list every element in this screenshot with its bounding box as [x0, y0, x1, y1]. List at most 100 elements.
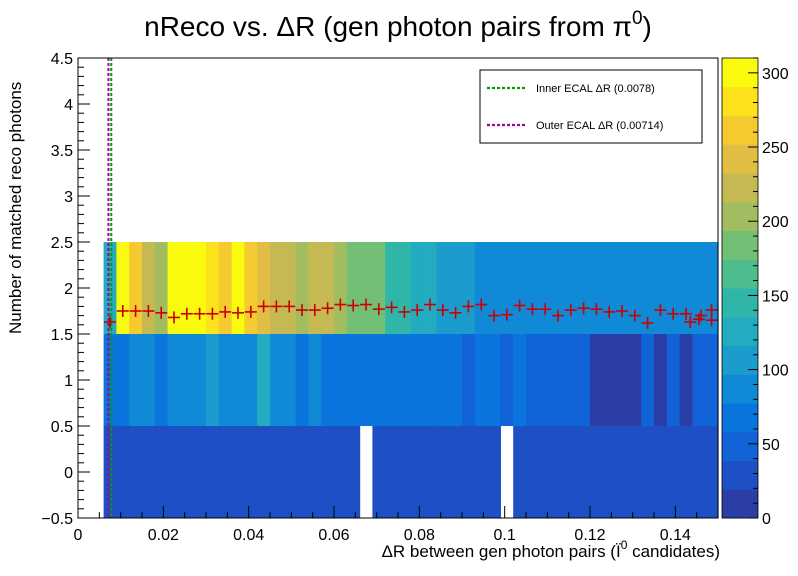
heatmap-cell	[590, 242, 604, 334]
heatmap-cell	[564, 334, 578, 426]
heatmap-cell	[538, 426, 553, 518]
y-tick-label: 3.5	[51, 143, 73, 160]
heatmap-cell	[206, 242, 220, 334]
heatmap-cell	[142, 334, 156, 426]
heatmap-cell	[206, 334, 220, 426]
heatmap-cell	[474, 426, 489, 518]
heatmap-cell	[654, 334, 668, 426]
y-tick-label: 0	[64, 465, 73, 482]
heatmap-cell	[116, 242, 130, 334]
heatmap-cell	[577, 242, 591, 334]
heatmap-cell	[449, 426, 463, 518]
legend: Inner ECAL ΔR (0.0078) Outer ECAL ΔR (0.…	[479, 69, 703, 144]
heatmap-cell	[206, 426, 220, 518]
heatmap-cell	[359, 242, 373, 334]
heatmap-cells	[103, 242, 719, 518]
color-scale-swatch	[722, 431, 758, 461]
heatmap-cell	[167, 242, 181, 334]
x-tick-label: 0.06	[318, 527, 349, 544]
y-tick-label: −0.5	[41, 511, 73, 528]
heatmap-cell	[129, 334, 143, 426]
heatmap-cell	[628, 334, 642, 426]
heatmap-cell	[679, 242, 693, 334]
legend-label-outer: Outer ECAL ΔR (0.00714)	[536, 120, 663, 132]
heatmap-cell	[423, 242, 437, 334]
heatmap-cell	[346, 426, 361, 518]
color-scale-bar	[721, 57, 759, 519]
heatmap-cell	[257, 426, 271, 518]
heatmap-cell	[282, 426, 297, 518]
x-tick-label: 0	[74, 527, 83, 544]
heatmap-cell	[577, 426, 591, 518]
heatmap-cell	[410, 242, 425, 334]
heatmap-cell	[641, 334, 655, 426]
color-scale-swatch	[722, 259, 758, 289]
heatmap-cell	[270, 242, 284, 334]
heatmap-cell	[628, 426, 642, 518]
heatmap-cell	[372, 334, 386, 426]
heatmap-cell	[513, 426, 527, 518]
heatmap-cell	[692, 242, 706, 334]
heatmap-cell	[295, 426, 309, 518]
heatmap-cell	[436, 334, 450, 426]
x-tick-label: 0.12	[574, 527, 605, 544]
heatmap-cell	[244, 242, 258, 334]
heatmap-cell	[551, 242, 565, 334]
z-tick-label: 250	[762, 140, 789, 157]
heatmap-cell	[654, 426, 668, 518]
heatmap-cell	[231, 334, 245, 426]
heatmap-cell	[346, 334, 361, 426]
x-axis: 0 0.02 0.04 0.06 0.08 0.1 0.12 0.14	[74, 506, 719, 544]
heatmap-cell	[116, 334, 130, 426]
heatmap-cell	[666, 334, 681, 426]
heatmap-cell	[270, 426, 284, 518]
heatmap-cell	[526, 334, 540, 426]
y-tick-label: 2	[64, 281, 73, 298]
heatmap-cell	[449, 242, 463, 334]
heatmap-cell	[270, 334, 284, 426]
heatmap-cell	[449, 334, 463, 426]
x-tick-label: 0.1	[494, 527, 516, 544]
heatmap-cell	[129, 426, 143, 518]
heatmap-cell	[500, 242, 514, 334]
color-scale-frame	[721, 57, 759, 519]
y-tick-label: 4.5	[51, 51, 73, 68]
heatmap-cell	[385, 334, 399, 426]
heatmap-cell	[257, 242, 271, 334]
z-tick-label: 50	[762, 437, 780, 454]
heatmap-cell	[398, 242, 412, 334]
heatmap-cell	[551, 426, 565, 518]
heatmap-cell	[372, 426, 386, 518]
chart-title: nReco vs. ΔR (gen photon pairs from π0)	[144, 8, 652, 42]
profile-markers	[104, 298, 718, 329]
heatmap-cell	[526, 242, 540, 334]
heatmap-cell	[590, 334, 604, 426]
heatmap-cell	[282, 334, 297, 426]
heatmap-cell	[487, 334, 501, 426]
color-scale-swatch	[722, 86, 758, 116]
heatmap-cell	[590, 426, 604, 518]
heatmap-cell	[385, 242, 399, 334]
heatmap-cell	[103, 426, 117, 518]
heatmap-cell	[398, 426, 412, 518]
heatmap-cell	[334, 242, 348, 334]
heatmap-cell	[231, 426, 245, 518]
heatmap-cell	[385, 426, 399, 518]
heatmap-cell	[602, 242, 617, 334]
heatmap-cell	[641, 426, 655, 518]
color-scale-swatch	[722, 489, 758, 519]
y-tick-label: 2.5	[51, 235, 73, 252]
heatmap-cell	[436, 242, 450, 334]
heatmap-cell	[423, 426, 437, 518]
heatmap-cell	[308, 334, 322, 426]
heatmap-cell	[282, 242, 297, 334]
heatmap-cell	[167, 426, 181, 518]
heatmap-cell	[615, 334, 629, 426]
heatmap-cell	[487, 426, 501, 518]
y-tick-label: 1.5	[51, 327, 73, 344]
heatmap-cell	[308, 426, 322, 518]
color-scale-swatch	[722, 173, 758, 203]
heatmap-cell	[334, 334, 348, 426]
color-scale-swatch	[722, 403, 758, 433]
z-axis: 0 50 100 150 200 250 300	[748, 57, 789, 528]
